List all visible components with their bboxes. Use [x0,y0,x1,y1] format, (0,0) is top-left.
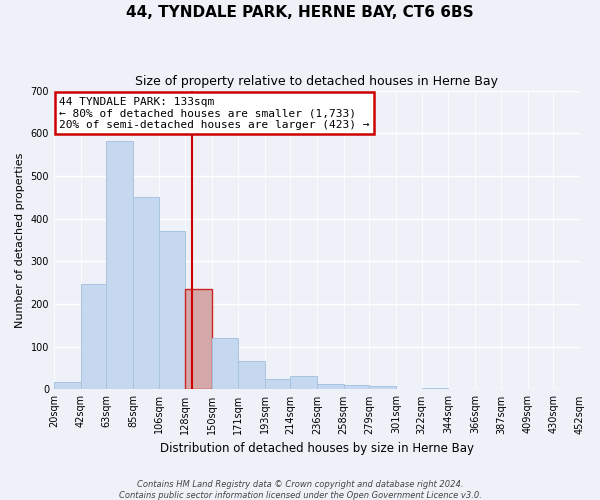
Bar [106,141,133,390]
Bar [265,379,290,390]
Bar [344,385,370,390]
Bar [290,376,317,390]
Bar [133,198,158,390]
Y-axis label: Number of detached properties: Number of detached properties [15,152,25,328]
Text: 44 TYNDALE PARK: 133sqm
← 80% of detached houses are smaller (1,733)
20% of semi: 44 TYNDALE PARK: 133sqm ← 80% of detache… [59,96,370,130]
Bar [81,284,106,390]
Text: Contains HM Land Registry data © Crown copyright and database right 2024.
Contai: Contains HM Land Registry data © Crown c… [119,480,481,500]
Bar [475,388,501,390]
Bar [422,388,448,390]
Bar [212,338,238,390]
Bar [370,386,396,390]
Bar [54,382,81,390]
Bar [185,288,212,390]
Bar [317,384,344,390]
Title: Size of property relative to detached houses in Herne Bay: Size of property relative to detached ho… [136,75,499,88]
Bar [158,230,185,390]
Text: 44, TYNDALE PARK, HERNE BAY, CT6 6BS: 44, TYNDALE PARK, HERNE BAY, CT6 6BS [126,5,474,20]
X-axis label: Distribution of detached houses by size in Herne Bay: Distribution of detached houses by size … [160,442,474,455]
Bar [238,361,265,390]
